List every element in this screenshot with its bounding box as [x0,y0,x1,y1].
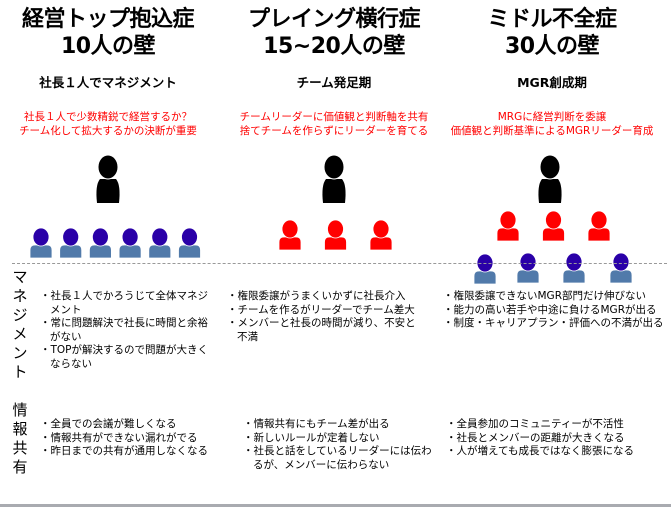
list-item: メンバーと社長の時間が減り、不安と不満 [227,317,422,344]
note-line: 社長１人で少数精鋭で経営するか？ [24,111,192,123]
list-item: 能力の高い若手や中途に負けるMGRが出る [443,304,669,318]
note-line: 価値観と判断基準によるMGRリーダー育成 [450,125,654,137]
member-person-icon [178,227,201,259]
info-list-30: 全員参加のコミュニティーが不活性 社長とメンバーの距離が大きくなる 人が増えても… [446,418,668,459]
management-list-30: 権限委譲できないMGR部門だけ伸びない 能力の高い若手や中途に負けるMGRが出る… [443,290,669,331]
manager-person-icon [278,219,302,251]
title-line2: 30人の壁 [504,34,600,59]
column-header-20: プレイング横行症 15~20人の壁 チーム発足期 [219,6,449,91]
title-line2: 10人の壁 [60,34,156,59]
list-item: 情報共有ができない漏れがでる [40,432,230,446]
member-person-icon [516,252,540,284]
info-list-20: 情報共有にもチーム差が出る 新しいルールが定着しない 社長と話をしているリーダー… [243,418,438,472]
management-list-10: 社長１人でかろうじて全体マネジメント 常に問題解決で社長に時間と余裕がない TO… [40,290,215,371]
leader-person-icon [538,154,562,203]
list-item: 全員参加のコミュニティーが不活性 [446,418,668,432]
list-item: 権限委譲がうまくいかずに社長介入 [227,290,422,304]
list-item: 社長と話をしているリーダーには伝わるが、メンバーに伝わらない [243,445,438,472]
list-item: TOPが解決するので問題が大きくならない [40,344,215,371]
note-line: チームリーダーに価値観と判断軸を共有 [239,111,429,123]
org-diagram [29,154,633,285]
list-item: 新しいルールが定着しない [243,432,438,446]
manager-person-icon [324,219,347,251]
list-item: 昨日までの共有が通用しなくなる [40,445,230,459]
title-line1: ミドル不全症 [487,7,617,32]
note-line: チーム化して拡大するかの決断が重要 [19,125,197,137]
info-list-10: 全員での会議が難しくなる 情報共有ができない漏れがでる 昨日までの共有が通用しな… [40,418,230,459]
note-line: MRGに経営判断を委譲 [497,111,607,123]
management-list-20: 権限委譲がうまくいかずに社長介入 チームを作るがリーダーでチーム差大 メンバーと… [227,290,422,344]
manager-person-icon [542,210,565,242]
title-line1: プレイング横行症 [247,7,421,32]
member-person-icon [473,253,497,285]
list-item: 制度・キャリアプラン・評価への不満が出る [443,317,669,331]
subtitle: チーム発足期 [296,75,372,90]
member-person-icon [118,227,142,259]
divider [12,263,667,264]
list-item: 全員での会議が難しくなる [40,418,230,432]
list-item: 人が増えても成長ではなく膨張になる [446,445,668,459]
subtitle: MGR創成期 [517,75,587,90]
member-person-icon [59,227,83,259]
list-item: 情報共有にもチーム差が出る [243,418,438,432]
list-item: 社長１人でかろうじて全体マネジメント [40,290,215,317]
manager-person-icon [587,210,611,242]
subtitle: 社長１人でマネジメント [39,75,177,90]
note-30: MRGに経営判断を委譲 価値観と判断基準によるMGRリーダー育成 [437,110,667,138]
title-line1: 経営トップ抱込症 [21,7,195,32]
title-line2: 15~20人の壁 [263,34,405,59]
list-item: 権限委譲できないMGR部門だけ伸びない [443,290,669,304]
note-20: チームリーダーに価値観と判断軸を共有 捨てチームを作らずにリーダーを育てる [219,110,449,138]
member-person-icon [89,227,112,259]
column-header-10: 経営トップ抱込症 10人の壁 社長１人でマネジメント [0,6,223,91]
member-person-icon [148,227,172,259]
leader-person-icon [322,154,346,203]
member-person-icon [562,252,586,284]
leader-person-icon [96,154,120,203]
manager-person-icon [369,219,393,251]
note-10: 社長１人で少数精鋭で経営するか？ チーム化して拡大するかの決断が重要 [0,110,223,138]
member-person-icon [29,227,53,259]
row-label-info: 情報共有 [12,401,28,476]
manager-person-icon [496,210,520,242]
member-person-icon [609,252,633,284]
note-line: 捨てチームを作らずにリーダーを育てる [239,125,429,137]
list-item: チームを作るがリーダーでチーム差大 [227,304,422,318]
column-header-30: ミドル不全症 30人の壁 MGR創成期 [437,6,667,91]
row-label-management: マネジメント [12,268,28,381]
list-item: 常に問題解決で社長に時間と余裕がない [40,317,215,344]
list-item: 社長とメンバーの距離が大きくなる [446,432,668,446]
bottom-bar [0,504,671,507]
